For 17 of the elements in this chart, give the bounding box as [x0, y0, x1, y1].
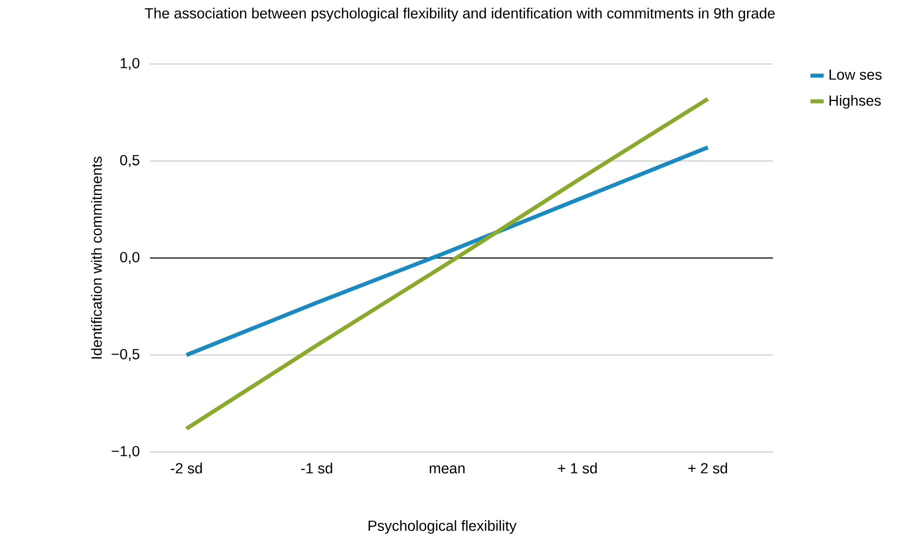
y-tick-label: 0,0 — [120, 252, 140, 264]
x-tick-label: + 2 sd — [688, 462, 728, 474]
y-tick-label: 0,5 — [120, 154, 140, 168]
legend-label: Highses — [830, 95, 881, 109]
line-series — [184, 145, 710, 357]
y-tick-label: 1,0 — [120, 58, 140, 70]
legend-label: Low ses — [830, 70, 882, 80]
y-axis-title: Identification with commitments — [91, 156, 102, 359]
x-tick-label: -1 sd — [301, 462, 332, 474]
y-tick-label: −1,0 — [112, 446, 140, 458]
y-tick-label: −0,5 — [112, 348, 140, 362]
x-tick-label: -2 sd — [170, 462, 202, 474]
x-tick-label: + 1 sd — [558, 462, 597, 474]
line-series — [184, 96, 710, 431]
x-axis-title: Psychological flexibility — [368, 520, 517, 534]
x-tick-label: mean — [430, 465, 465, 474]
chart-title: The association between psychological flexibility and identification with commitments in 9th grade — [144, 8, 775, 22]
